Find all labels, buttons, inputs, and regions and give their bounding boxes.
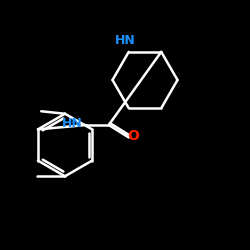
Text: HN: HN: [114, 34, 136, 47]
Text: HN: HN: [62, 117, 82, 130]
Text: O: O: [127, 129, 139, 143]
